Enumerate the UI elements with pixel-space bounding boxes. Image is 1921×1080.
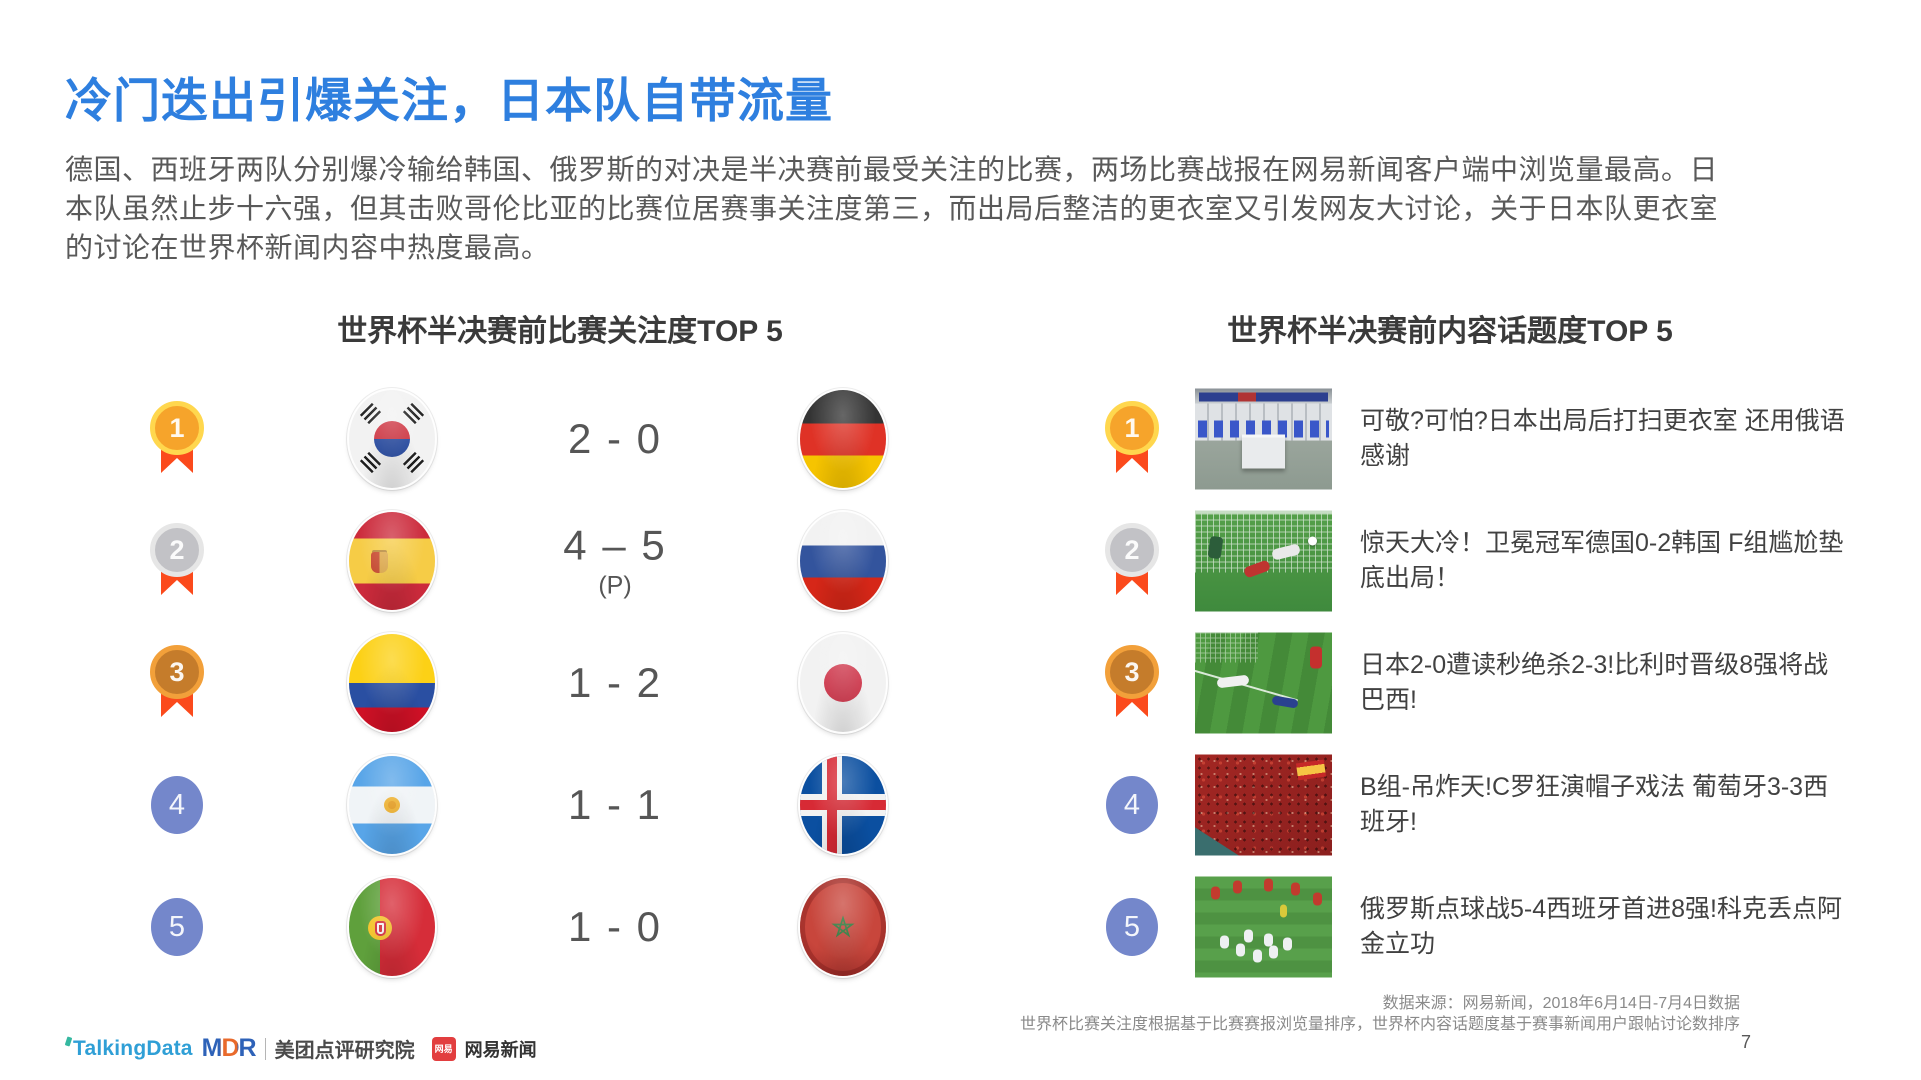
rank-number: 2	[150, 523, 204, 577]
player-figure	[1271, 694, 1299, 709]
rank-number: 2	[1105, 523, 1159, 577]
taegeuk-symbol	[374, 421, 410, 457]
netease-badge-icon: 网易	[431, 1036, 456, 1061]
news-headline: 可敬?可怕?日本出局后打扫更衣室 还用俄语感谢	[1360, 407, 1845, 470]
player-figure	[1207, 535, 1224, 560]
page-title: 冷门迭出引爆关注，日本队自带流量	[65, 74, 833, 127]
right-panel-header: 世界杯半决赛前内容话题度TOP 5	[1227, 315, 1673, 348]
silver-medal-icon: 2	[150, 523, 204, 599]
trigram	[402, 451, 425, 474]
logo-divider	[264, 1037, 266, 1060]
cross-bar	[800, 794, 886, 816]
match-row-1: 1 2 - 0	[140, 378, 930, 500]
news-row-2: 2 惊天大冷！卫冕冠军德国0-2韩国 F组尴尬垫底出局！	[1100, 500, 1870, 622]
news-headline: 日本2-0遭读秒绝杀2-3!比利时晋级8强将战巴西!	[1360, 651, 1829, 714]
rank-number: 3	[1105, 645, 1159, 699]
rank-circle: 4	[1106, 776, 1158, 834]
flag-portugal-icon	[349, 878, 435, 976]
netease-news-label: 网易新闻	[464, 1039, 537, 1060]
spain-crest	[371, 552, 388, 573]
trigram	[359, 402, 382, 425]
news-row-5: 5 俄罗斯点球战5-4西班牙首进8强!科克丢点阿金立功	[1100, 866, 1870, 988]
thumbnail-portugal-spain-fans-image	[1195, 754, 1332, 856]
flag-morocco-icon	[800, 878, 886, 976]
penalty-note: (P)	[598, 571, 632, 600]
mdr-logo: MDR	[201, 1034, 257, 1062]
match-score: 1 - 2	[567, 659, 663, 706]
flag-germany-icon	[800, 390, 886, 488]
gold-medal-icon: 1	[150, 401, 204, 477]
thumbnail-russia-spain-celebration-image	[1195, 876, 1332, 978]
match-score: 4 – 5 (P)	[563, 521, 667, 600]
match-score: 1 - 1	[567, 781, 663, 828]
news-row-4: 4 B组-吊炸天!C罗狂演帽子戏法 葡萄牙3-3西班牙!	[1100, 744, 1870, 866]
meituan-research-label: 美团点评研究院	[274, 1040, 415, 1062]
flag-colombia-icon	[349, 634, 435, 732]
rank-number: 1	[150, 401, 204, 455]
cross-bar	[800, 800, 886, 810]
footer-logos: TalkingData MDR 美团点评研究院 网易 网易新闻	[64, 1034, 537, 1063]
news-row-1: 1 可敬?可怕?日本出局后打扫更衣室 还用俄语感谢	[1100, 378, 1870, 500]
match-row-4: 4 1 - 1	[140, 744, 930, 866]
center-table	[1241, 434, 1286, 469]
flag-japan-icon	[800, 634, 886, 732]
flag-russia-icon	[800, 512, 886, 610]
left-panel-header: 世界杯半决赛前比赛关注度TOP 5	[337, 315, 783, 348]
page-number: 7	[1740, 1032, 1751, 1052]
blue-seats	[1197, 420, 1330, 438]
talkingdata-tick-icon	[64, 1035, 73, 1047]
bronze-medal-icon: 3	[150, 645, 204, 721]
flag-south-korea-icon	[349, 390, 435, 488]
match-score: 2 - 0	[567, 415, 663, 462]
rank-number: 1	[1105, 401, 1159, 455]
trigram	[402, 402, 425, 425]
gold-medal-icon: 1	[1105, 401, 1159, 477]
silver-medal-icon: 2	[1105, 523, 1159, 599]
match-row-5: 5 1 - 0	[140, 866, 930, 988]
intro-line-1: 德国、西班牙两队分别爆冷输给韩国、俄罗斯的对决是半决赛前最受关注的比赛，两场比赛…	[65, 154, 1719, 185]
bronze-medal-icon: 3	[1105, 645, 1159, 721]
rank-circle: 5	[151, 898, 203, 956]
match-row-3: 3 1 - 2	[140, 622, 930, 744]
rank-circle: 4	[151, 776, 203, 834]
flag-argentina-icon	[349, 756, 435, 854]
flag-iceland-icon	[800, 756, 886, 854]
portugal-emblem	[368, 916, 392, 940]
thumbnail-japan-locker-room-image	[1195, 388, 1332, 490]
player-figure	[1216, 675, 1250, 689]
data-source-note: 数据来源：网易新闻，2018年6月14日-7月4日数据 世界杯比赛关注度根据基于…	[1020, 993, 1740, 1035]
japan-sun-disc	[824, 664, 862, 702]
rank-circle: 5	[1106, 898, 1158, 956]
argentina-sun	[384, 797, 400, 813]
trigram	[359, 451, 382, 474]
flag-spain-icon	[349, 512, 435, 610]
intro-line-2: 本队虽然止步十六强，但其击败哥伦比亚的比赛位居赛事关注度第三，而出局后整洁的更衣…	[65, 193, 1719, 224]
morocco-star	[831, 915, 855, 938]
match-score: 1 - 0	[567, 903, 663, 950]
football	[1307, 536, 1317, 546]
news-headline: B组-吊炸天!C罗狂演帽子戏法 葡萄牙3-3西班牙!	[1360, 773, 1829, 836]
source-line-2: 世界杯比赛关注度根据基于比赛赛报浏览量排序，世界杯内容话题度基于赛事新闻用户跟帖…	[1019, 1016, 1740, 1033]
news-headline: 惊天大冷！卫冕冠军德国0-2韩国 F组尴尬垫底出局！	[1360, 529, 1844, 592]
match-row-2: 2 4 – 5 (P)	[140, 500, 930, 622]
cross-bar	[827, 756, 837, 854]
talkingdata-logo: TalkingData	[64, 1035, 193, 1061]
news-row-3: 3 日本2-0遭读秒绝杀2-3!比利时晋级8强将战巴西!	[1100, 622, 1870, 744]
goal-net	[1195, 632, 1259, 663]
rank-number: 3	[150, 645, 204, 699]
intro-paragraph: 德国、西班牙两队分别爆冷输给韩国、俄罗斯的对决是半决赛前最受关注的比赛，两场比赛…	[65, 150, 1865, 267]
cross-bar	[822, 756, 842, 854]
stadium-banner	[1199, 392, 1328, 402]
news-headline: 俄罗斯点球战5-4西班牙首进8强!科克丢点阿金立功	[1360, 895, 1842, 958]
intro-line-3: 的讨论在世界杯新闻内容中热度最高。	[65, 232, 550, 263]
thumbnail-germany-korea-goal-image	[1195, 510, 1332, 612]
thumbnail-japan-belgium-pitch-image	[1195, 632, 1332, 734]
player-figure	[1310, 646, 1323, 669]
source-line-1: 数据来源：网易新闻，2018年6月14日-7月4日数据	[1382, 995, 1740, 1012]
